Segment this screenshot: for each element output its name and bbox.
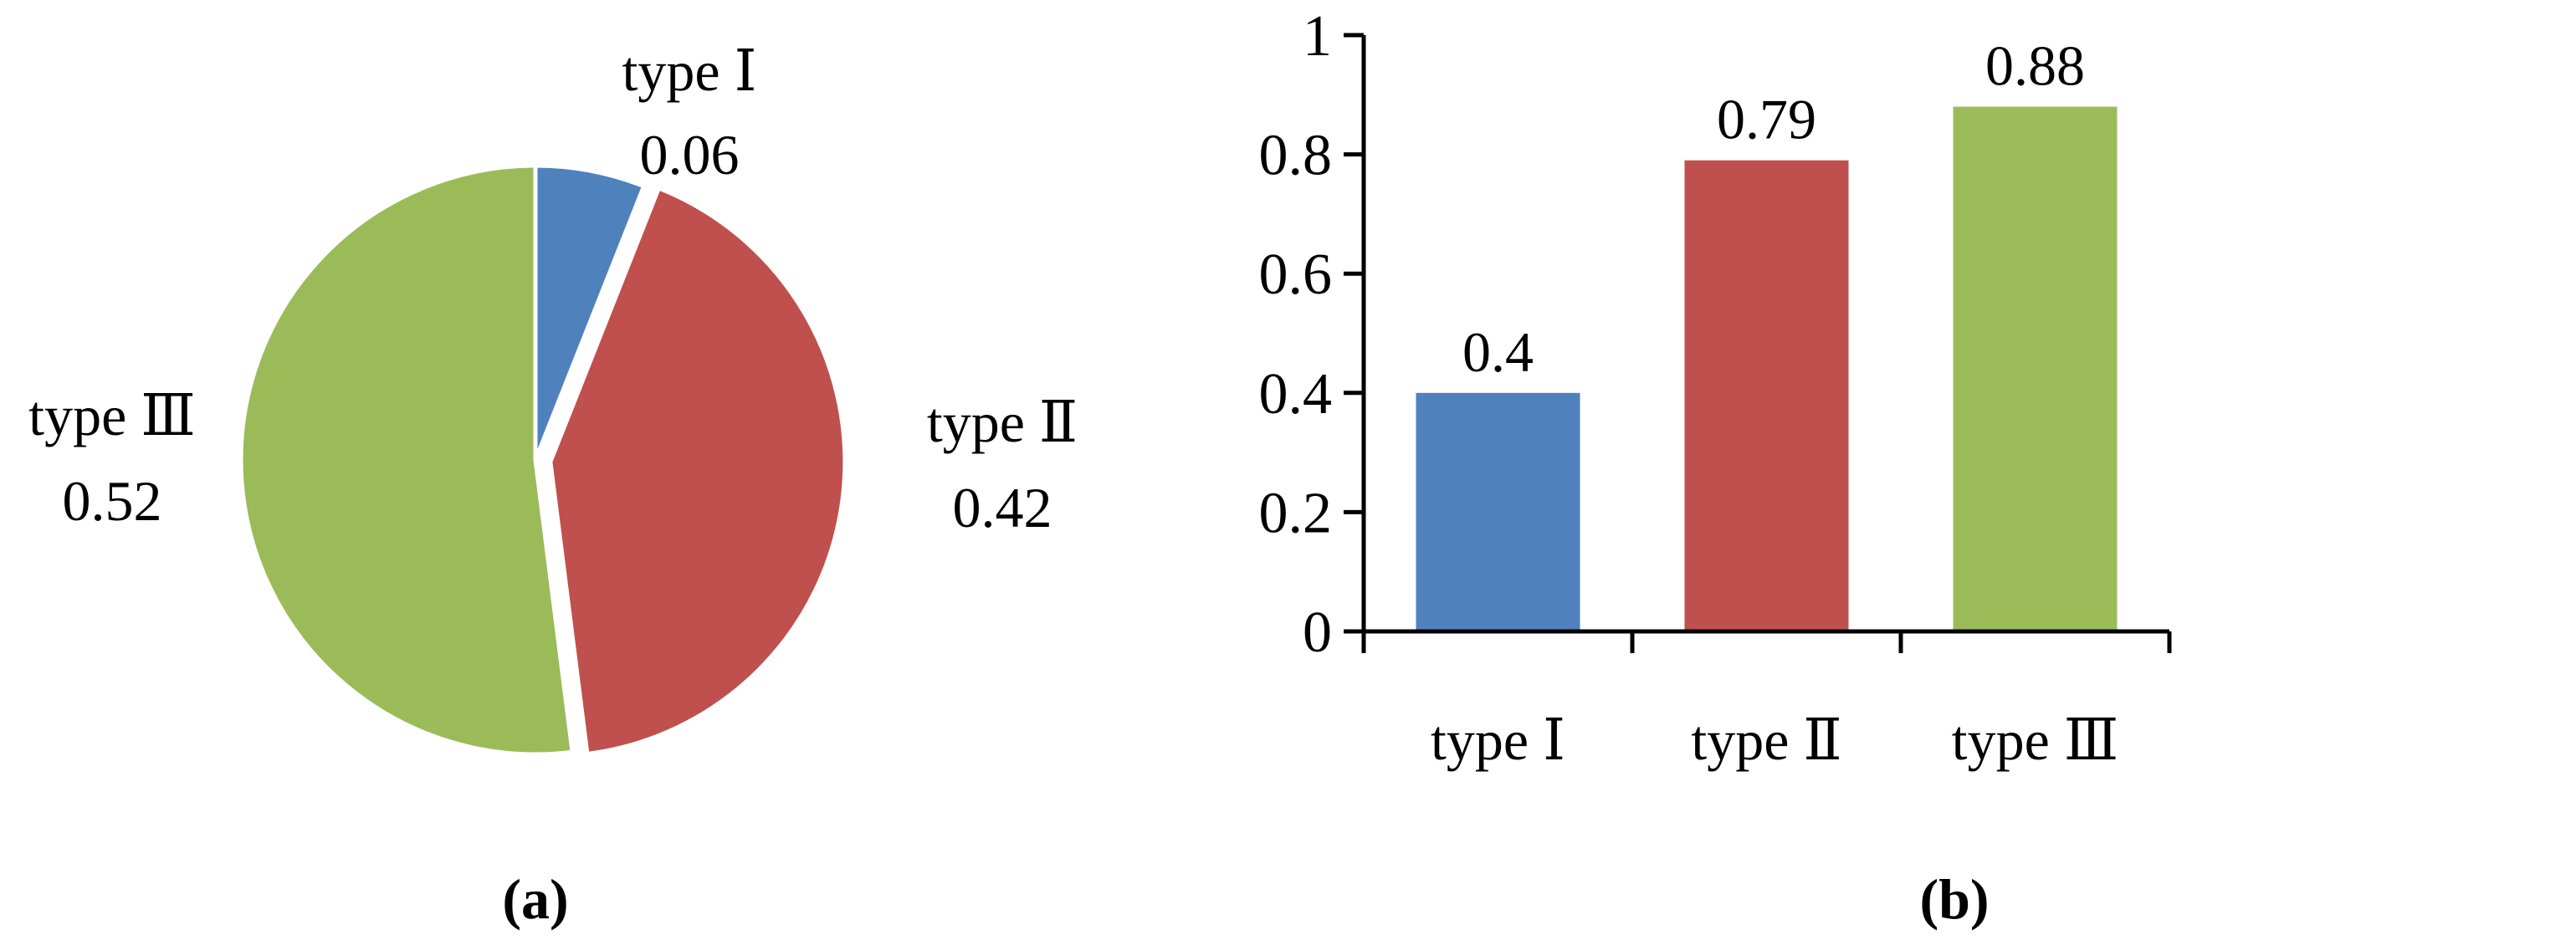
bar-value-labels: 0.4 0.79 0.88	[1462, 34, 2085, 384]
y-tick-label: 0	[1303, 600, 1332, 665]
panel-label-b: (b)	[1919, 867, 1989, 931]
pie-slice-type-3	[238, 163, 575, 757]
bar-value-label-type-3: 0.88	[1985, 34, 2085, 98]
bar-type-2	[1684, 160, 1849, 632]
x-tick-label-type-3: type Ⅲ	[1952, 708, 2119, 772]
bar-value-label-type-1: 0.4	[1462, 320, 1534, 384]
y-tick-label: 1	[1303, 4, 1332, 69]
pie-chart: type Ⅰ 0.06 type Ⅱ 0.42 type Ⅲ 0.52 (a)	[28, 39, 1078, 931]
pie-value-type-2: 0.42	[953, 476, 1052, 539]
x-tick-label-type-1: type Ⅰ	[1431, 708, 1565, 772]
y-tick-label: 0.4	[1259, 362, 1333, 427]
pie-label-type-3: type Ⅲ	[28, 384, 196, 447]
pie-slices	[238, 163, 848, 757]
pie-label-type-1: type Ⅰ	[622, 39, 757, 103]
y-tick-label: 0.8	[1259, 124, 1333, 188]
y-tick-label: 0.6	[1259, 243, 1333, 307]
panel-label-a: (a)	[502, 867, 568, 931]
y-axis-ticks: 0 0.2 0.4 0.6 0.8 1	[1259, 4, 1364, 665]
x-axis-ticks: type Ⅰ type Ⅱ type Ⅲ	[1361, 631, 2172, 772]
y-tick-label: 0.2	[1259, 481, 1333, 545]
bar-value-label-type-2: 0.79	[1717, 88, 1816, 151]
bar-type-3	[1953, 106, 2118, 631]
pie-slice-type-2	[548, 186, 848, 756]
pie-value-type-3: 0.52	[63, 469, 162, 533]
bar-type-1	[1416, 392, 1580, 631]
pie-labels: type Ⅰ 0.06 type Ⅱ 0.42 type Ⅲ 0.52	[28, 39, 1078, 539]
pie-label-type-2: type Ⅱ	[927, 391, 1078, 454]
bars	[1416, 106, 2118, 632]
pie-value-type-1: 0.06	[640, 123, 740, 186]
pie-slice-type-1	[533, 163, 647, 462]
x-tick-label-type-2: type Ⅱ	[1691, 708, 1841, 772]
